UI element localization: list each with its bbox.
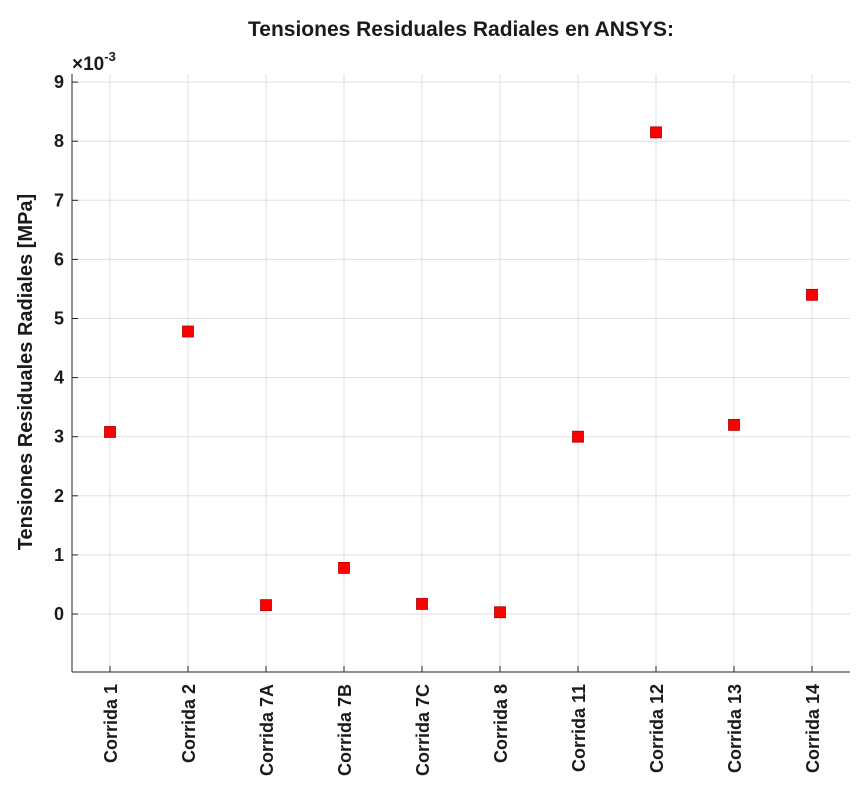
data-markers (104, 126, 818, 619)
data-point (338, 562, 350, 574)
x-tick-label: Corrida 1 (101, 684, 121, 763)
x-tick-label: Corrida 7B (335, 684, 355, 776)
grid (72, 74, 850, 672)
x-tick-label: Corrida 7C (413, 684, 433, 776)
x-tick-label: Corrida 12 (647, 684, 667, 773)
y-exponent-label: ×10-3 (72, 49, 116, 75)
data-point (728, 418, 740, 431)
y-tick-label: 2 (54, 486, 64, 506)
y-tick-label: 9 (54, 72, 64, 92)
data-point (260, 599, 272, 612)
x-tick-label: Corrida 13 (725, 684, 745, 773)
axes (71, 74, 850, 673)
x-tick-label: Corrida 8 (491, 684, 511, 763)
y-tick-label: 7 (54, 190, 64, 210)
data-point (416, 598, 428, 610)
x-ticks: Corrida 1 Corrida 2 Corrida 7A Corrida 7B Co… (101, 666, 823, 776)
data-point (650, 126, 662, 139)
y-ticks: 0 1 2 3 4 5 6 7 8 9 (54, 72, 78, 624)
y-tick-label: 8 (54, 131, 64, 151)
x-tick-label: Corrida 7A (257, 684, 277, 776)
data-point (104, 426, 116, 438)
y-axis-label: Tensiones Residuales Radiales [MPa] (15, 194, 37, 550)
y-tick-label: 0 (54, 604, 64, 624)
x-tick-label: Corrida 14 (803, 684, 823, 773)
x-tick-label: Corrida 11 (569, 684, 589, 772)
chart-title: Tensiones Residuales Radiales en ANSYS: (248, 18, 674, 41)
y-tick-label: 4 (54, 368, 64, 388)
data-point (494, 606, 506, 619)
y-tick-label: 6 (54, 249, 64, 269)
y-tick-label: 1 (54, 545, 64, 565)
data-point (182, 325, 194, 338)
data-point (806, 288, 818, 301)
data-point (572, 430, 584, 443)
y-tick-label: 3 (54, 427, 64, 447)
y-tick-label: 5 (54, 309, 64, 329)
x-tick-label: Corrida 2 (179, 684, 199, 763)
